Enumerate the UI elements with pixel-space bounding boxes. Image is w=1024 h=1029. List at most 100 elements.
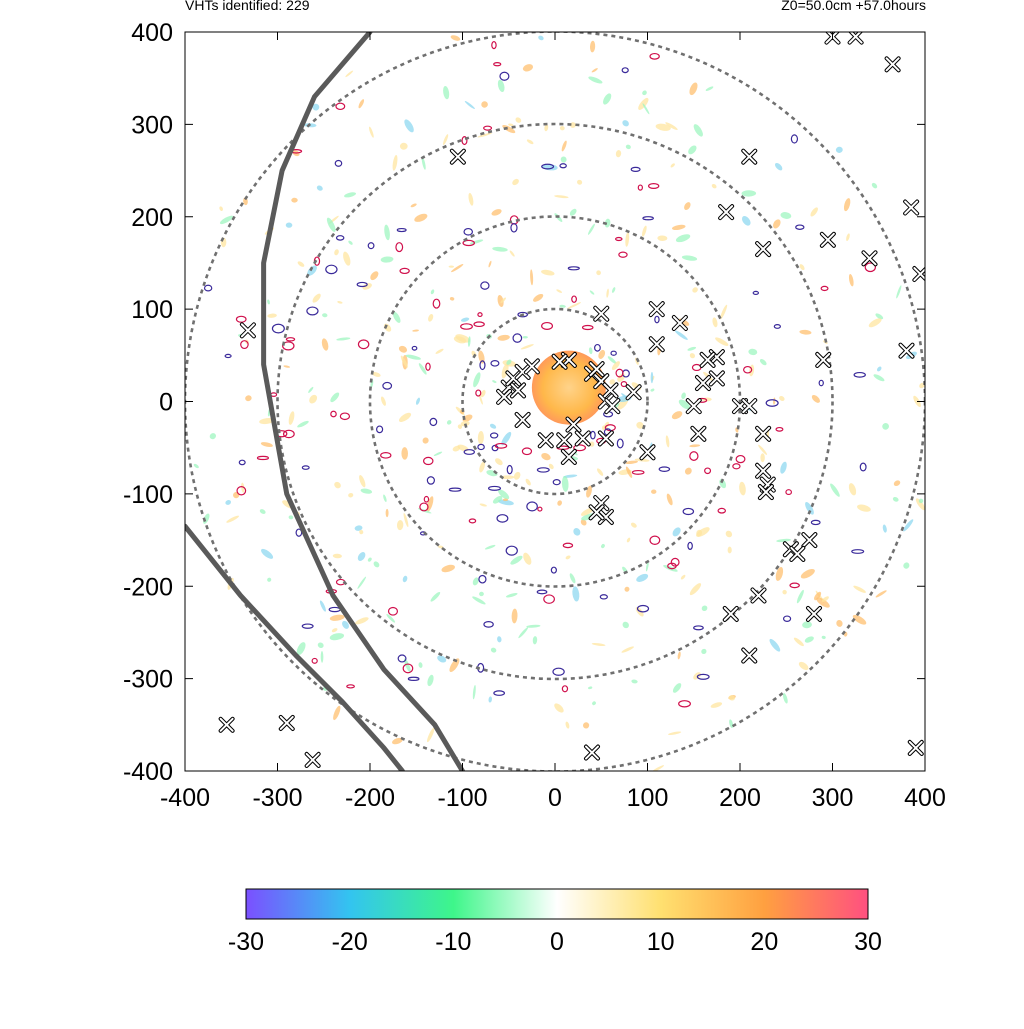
field-speckle [359,530,364,535]
vht-count-label: VHTs identified: 229 [185,0,310,13]
contour-ring [775,426,784,432]
contour-ring [240,340,249,350]
vht-marker-cross [557,433,572,448]
contour-ring [477,312,483,318]
vht-marker-cross [497,389,512,404]
vht-marker [639,444,656,461]
field-speckle [538,35,544,41]
field-speckle [636,573,649,582]
contour-ring [397,654,407,663]
contour-ring [235,315,247,323]
contour-ring [654,315,660,324]
field-speckle [421,156,426,170]
field-speckle [741,190,757,197]
field-speckle [580,507,594,516]
field-speckle [875,313,884,320]
contour-ring [594,343,601,352]
contour-ring [468,518,477,524]
vht-marker-cross [515,412,530,427]
field-speckle [882,423,889,430]
field-speckle [488,260,492,268]
field-speckle [317,642,324,649]
contour-ring [311,657,318,664]
vht-marker [648,336,665,353]
field-speckle [672,683,682,693]
field-speckle [392,311,401,323]
field-speckle [498,489,510,500]
vht-marker [671,314,688,331]
field-speckle [541,453,551,461]
contour-ring [271,323,285,334]
field-speckle [873,374,885,382]
field-speckle [386,614,396,623]
field-speckle [453,336,467,344]
field-speckle [596,468,604,476]
y-tick-label: -100 [123,481,173,509]
contour-ring [224,353,232,359]
contour-ring [419,502,429,512]
contour-ring [448,487,462,492]
vht-marker [819,231,836,248]
field-speckle [596,270,601,276]
colorbar-tick-label: 10 [647,928,675,956]
field-speckle [530,269,534,286]
contour-ring [687,541,693,551]
contour-ring [429,417,438,427]
contour-ring [541,321,554,331]
contour-ring [462,239,475,247]
contour-ring [376,425,384,434]
field-speckle [559,304,566,308]
field-speckle [241,482,245,493]
field-speckle [322,313,328,318]
field-speckle [354,525,363,531]
vht-marker-cross [802,533,817,548]
vht-marker-cross [450,149,465,164]
field-speckle [677,651,681,660]
contour-ring [541,163,555,170]
field-speckle [559,125,565,131]
contour-ring [356,281,368,288]
field-speckle [800,568,815,579]
vht-marker [449,148,466,165]
field-speckle [457,444,469,452]
vht-marker [597,430,614,447]
y-tick-label: -400 [123,758,173,786]
vht-marker [604,398,621,415]
field-speckle [307,265,317,276]
field-speckle [392,155,398,171]
contour-ring [562,542,574,549]
contour-ring [479,360,486,371]
field-speckle [641,225,647,237]
field-speckle [780,212,792,219]
contour-ring [642,216,654,221]
contour-ring [493,690,506,696]
field-speckle [813,591,822,601]
field-speckle [776,538,791,543]
field-speckle [688,145,697,155]
field-speckle [705,86,714,91]
field-speckle [329,614,345,621]
field-speckle [624,586,630,592]
field-speckle [563,474,578,478]
field-speckle [804,636,814,643]
field-speckle [793,637,804,647]
contour-ring [559,163,567,169]
vht-marker-cross [575,431,590,446]
field-speckle [625,232,630,247]
vht-marker-cross [240,323,255,338]
vht-marker [884,56,901,73]
field-speckle [892,497,899,502]
contour-ring [491,41,497,50]
field-speckle [449,658,460,673]
contour-ring [423,495,430,503]
vht-marker-cross [598,431,613,446]
field-speckle [451,264,464,273]
vht-marker [565,416,582,433]
x-tick-label: 100 [627,784,669,812]
field-speckle [769,638,781,652]
field-speckle [607,356,617,364]
contour-ring [647,182,660,189]
contour-ring [480,281,490,290]
contour-ring [693,625,704,631]
contour-ring [461,136,468,146]
